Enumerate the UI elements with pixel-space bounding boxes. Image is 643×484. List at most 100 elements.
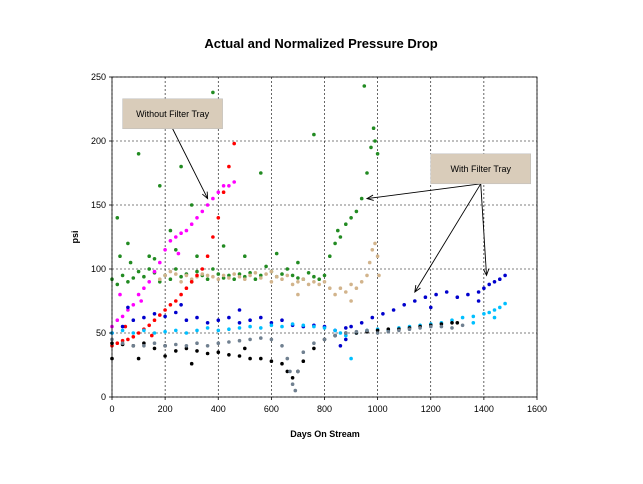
- data-point: [120, 324, 125, 329]
- data-point: [290, 382, 295, 387]
- data-point: [128, 260, 133, 265]
- data-point: [179, 280, 183, 284]
- data-point: [163, 248, 167, 252]
- data-point: [434, 292, 438, 297]
- data-point: [176, 251, 181, 256]
- data-point: [131, 303, 136, 307]
- data-point: [370, 315, 375, 320]
- data-point: [269, 323, 274, 328]
- data-point: [120, 273, 125, 278]
- data-point: [359, 321, 364, 325]
- data-point: [237, 274, 242, 279]
- data-point: [397, 328, 401, 333]
- data-point: [120, 338, 125, 343]
- data-point: [362, 84, 367, 88]
- data-point: [189, 277, 194, 282]
- data-point: [195, 273, 199, 278]
- data-point: [174, 310, 178, 315]
- data-point: [336, 228, 340, 233]
- data-point: [174, 349, 178, 353]
- data-point: [413, 299, 417, 303]
- data-point: [359, 196, 364, 201]
- data-point: [211, 196, 215, 201]
- y-tick-label: 250: [91, 72, 106, 82]
- data-point: [131, 318, 136, 323]
- data-point: [163, 314, 167, 319]
- data-point: [136, 331, 141, 335]
- data-point: [168, 277, 173, 282]
- data-point: [322, 280, 327, 284]
- x-tick-label: 600: [264, 404, 279, 414]
- data-point: [312, 280, 316, 284]
- x-tick-label: 1600: [527, 404, 547, 414]
- data-point: [492, 280, 497, 284]
- data-point: [195, 349, 199, 353]
- data-point: [418, 326, 422, 330]
- data-point: [317, 282, 322, 287]
- data-point: [131, 344, 136, 348]
- data-point: [174, 299, 178, 303]
- data-point: [184, 286, 189, 291]
- data-point: [285, 356, 290, 361]
- data-point: [195, 328, 199, 333]
- data-point: [338, 344, 343, 348]
- data-point: [248, 337, 252, 342]
- data-point: [221, 273, 226, 278]
- data-point: [375, 254, 380, 258]
- data-point: [296, 276, 300, 280]
- data-point: [333, 241, 337, 246]
- data-point: [333, 333, 337, 338]
- data-point: [450, 326, 454, 330]
- data-point: [280, 344, 284, 348]
- data-point: [280, 318, 284, 323]
- data-point: [211, 274, 215, 279]
- data-point: [253, 271, 258, 275]
- annotation-label: Without Filter Tray: [136, 109, 210, 119]
- data-point: [184, 346, 189, 351]
- data-point: [184, 344, 189, 348]
- annotations: Without Filter Tray With Filter Tray: [122, 98, 531, 294]
- data-point: [237, 354, 242, 358]
- data-point: [344, 337, 348, 342]
- data-point: [322, 273, 327, 278]
- data-point: [274, 251, 279, 256]
- data-point: [158, 184, 162, 188]
- data-point: [359, 280, 364, 284]
- data-point: [471, 321, 476, 325]
- data-point: [280, 277, 284, 282]
- data-point: [498, 305, 502, 310]
- data-point: [232, 141, 236, 146]
- data-point: [285, 369, 290, 374]
- data-point: [142, 344, 146, 348]
- data-point: [168, 269, 173, 274]
- data-point: [402, 303, 407, 307]
- data-point: [455, 295, 460, 300]
- data-point: [227, 327, 231, 332]
- data-point: [221, 190, 226, 194]
- data-point: [407, 327, 412, 332]
- data-point: [152, 331, 157, 335]
- data-point: [205, 277, 210, 282]
- data-point: [227, 353, 231, 357]
- data-point: [136, 356, 141, 361]
- data-point: [168, 303, 173, 307]
- data-point: [205, 203, 210, 207]
- data-point: [296, 260, 300, 265]
- data-point: [317, 277, 322, 282]
- data-point: [248, 356, 252, 361]
- data-point: [274, 274, 279, 279]
- data-point: [248, 273, 252, 278]
- data-point: [312, 341, 316, 346]
- x-tick-label: 200: [158, 404, 173, 414]
- data-point: [264, 264, 268, 269]
- data-point: [296, 280, 300, 284]
- data-point: [115, 216, 120, 220]
- data-point: [205, 321, 210, 325]
- data-point: [152, 318, 157, 323]
- data-point: [158, 313, 162, 317]
- data-point: [179, 303, 183, 307]
- data-point: [168, 239, 173, 243]
- data-point: [142, 286, 146, 291]
- data-point: [450, 318, 454, 323]
- data-point: [168, 228, 173, 233]
